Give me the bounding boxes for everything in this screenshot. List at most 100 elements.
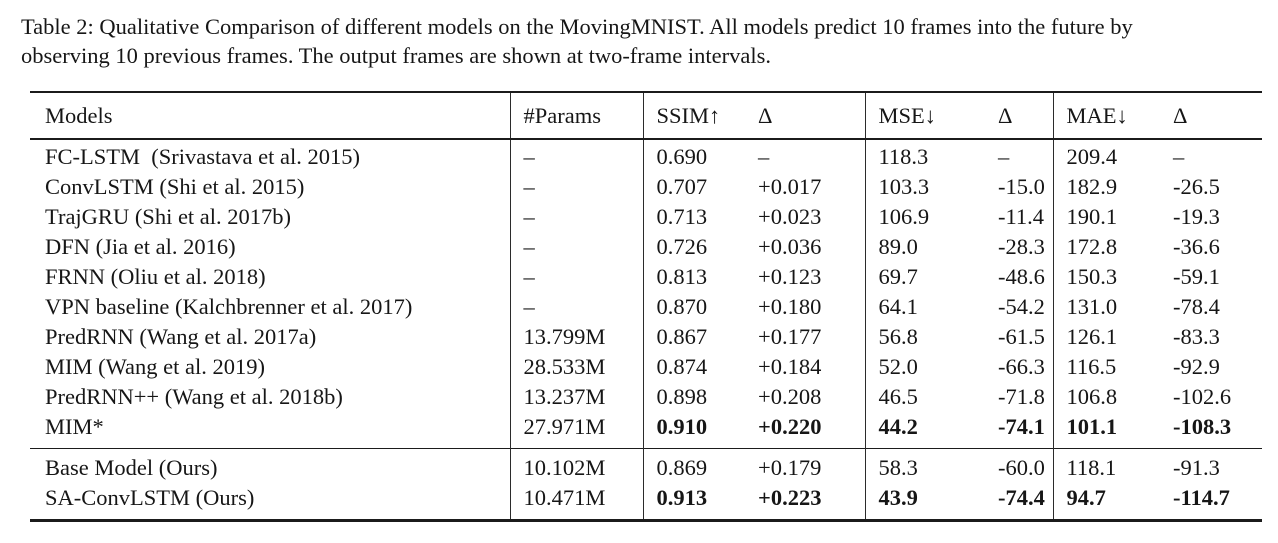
ssim-cell: 0.874 <box>642 352 745 382</box>
mse-delta-cell: -54.2 <box>998 294 1045 319</box>
table-row: DFN (Jia et al. 2016) –0.726 +0.036 89.0 -28… <box>30 232 1262 262</box>
table-row: TrajGRU (Shi et al. 2017b) –0.713 +0.023 10… <box>30 202 1262 232</box>
table-row: MIM* 27.971M 0.910 +0.220 44.2 -74.1 101.1 -108… <box>30 412 1262 449</box>
mse-delta-cell: -74.4 <box>998 485 1045 510</box>
params-cell: 28.533M <box>509 352 643 382</box>
mae-delta-cell: -114.7 <box>1173 485 1230 510</box>
mae-cell: 116.5 <box>1052 352 1160 382</box>
mae-delta-cell: -59.1 <box>1173 264 1220 289</box>
ssim-cell: 0.690 <box>642 139 745 172</box>
table-row: SA-ConvLSTM (Ours) 10.471M 0.913 +0.223 43.9… <box>30 483 1262 521</box>
table-body-ours: Base Model (Ours) 10.102M 0.869 +0.179 58.3-… <box>30 448 1262 521</box>
mse-delta-cell: -74.1 <box>998 414 1045 439</box>
params-cell: 13.799M <box>509 322 643 352</box>
col-header-models: Models <box>45 102 113 128</box>
mae-delta-cell: -83.3 <box>1173 324 1220 349</box>
model-name-cell: VPN baseline (Kalchbrenner et al. 2017) <box>45 294 413 319</box>
mse-cell: 58.3 <box>864 448 985 483</box>
mse-cell: 46.5 <box>864 382 985 412</box>
ssim-delta-cell: – <box>758 144 770 169</box>
col-header-ssim: SSIM↑ <box>642 92 745 139</box>
model-name-cell: ConvLSTM (Shi et al. 2015) <box>45 174 305 199</box>
header-row: Models #Params SSIM↑ Δ MSE↓ Δ MAE↓ Δ <box>30 92 1262 139</box>
table-row: PredRNN++ (Wang et al. 2018b) 13.237M 0.89… <box>30 382 1262 412</box>
ssim-delta-cell: +0.220 <box>758 414 822 439</box>
col-header-delta-mae: Δ <box>1173 102 1188 128</box>
col-header-mae: MAE↓ <box>1052 92 1160 139</box>
mse-cell: 52.0 <box>864 352 985 382</box>
ssim-delta-cell: +0.179 <box>758 455 822 480</box>
mae-cell: 172.8 <box>1052 232 1160 262</box>
table-row: FC-LSTM (Srivastava et al. 2015) –0.690–1… <box>30 139 1262 172</box>
mae-delta-cell: -92.9 <box>1173 354 1220 379</box>
model-name-cell: MIM* <box>45 414 104 439</box>
paper-page: Table 2: Qualitative Comparison of diffe… <box>0 12 1278 522</box>
mse-cell: 118.3 <box>864 139 985 172</box>
ssim-cell: 0.813 <box>642 262 745 292</box>
mse-delta-cell: -71.8 <box>998 384 1045 409</box>
mse-cell: 103.3 <box>864 172 985 202</box>
ssim-delta-cell: +0.184 <box>758 354 822 379</box>
mae-cell: 106.8 <box>1052 382 1160 412</box>
ssim-delta-cell: +0.208 <box>758 384 822 409</box>
ssim-delta-cell: +0.017 <box>758 174 822 199</box>
table-header: Models #Params SSIM↑ Δ MSE↓ Δ MAE↓ Δ <box>30 92 1262 139</box>
table-row: ConvLSTM (Shi et al. 2015) –0.707 +0.017 10… <box>30 172 1262 202</box>
mae-delta-cell: -26.5 <box>1173 174 1220 199</box>
mae-cell: 94.7 <box>1052 483 1160 521</box>
ssim-cell: 0.898 <box>642 382 745 412</box>
params-cell: – <box>509 232 643 262</box>
model-name-cell: PredRNN (Wang et al. 2017a) <box>45 324 317 349</box>
params-cell: – <box>509 172 643 202</box>
mse-delta-cell: -61.5 <box>998 324 1045 349</box>
params-cell: 27.971M <box>509 412 643 449</box>
params-cell: 13.237M <box>509 382 643 412</box>
params-cell: 10.102M <box>509 448 643 483</box>
ssim-delta-cell: +0.123 <box>758 264 822 289</box>
ssim-cell: 0.726 <box>642 232 745 262</box>
col-header-mse: MSE↓ <box>864 92 985 139</box>
ssim-delta-cell: +0.177 <box>758 324 822 349</box>
mse-delta-cell: -66.3 <box>998 354 1045 379</box>
mse-delta-cell: -11.4 <box>998 204 1045 229</box>
ssim-cell: 0.913 <box>642 483 745 521</box>
ssim-delta-cell: +0.036 <box>758 234 822 259</box>
mae-delta-cell: -36.6 <box>1173 234 1220 259</box>
ssim-cell: 0.910 <box>642 412 745 449</box>
mse-cell: 43.9 <box>864 483 985 521</box>
model-name-cell: MIM (Wang et al. 2019) <box>45 354 266 379</box>
mse-delta-cell: – <box>998 144 1010 169</box>
col-header-delta-ssim: Δ <box>758 102 773 128</box>
model-name-cell: PredRNN++ (Wang et al. 2018b) <box>45 384 343 409</box>
caption-line-1: Table 2: Qualitative Comparison of diffe… <box>21 14 1133 39</box>
mse-delta-cell: -15.0 <box>998 174 1045 199</box>
params-cell: – <box>509 262 643 292</box>
params-cell: – <box>509 139 643 172</box>
table-row: FRNN (Oliu et al. 2018) –0.813 +0.123 69.7-… <box>30 262 1262 292</box>
mae-cell: 150.3 <box>1052 262 1160 292</box>
ssim-cell: 0.870 <box>642 292 745 322</box>
mae-cell: 126.1 <box>1052 322 1160 352</box>
mse-delta-cell: -48.6 <box>998 264 1045 289</box>
mae-cell: 131.0 <box>1052 292 1160 322</box>
mae-cell: 118.1 <box>1052 448 1160 483</box>
mse-delta-cell: -28.3 <box>998 234 1045 259</box>
model-name-cell: SA-ConvLSTM (Ours) <box>45 485 255 510</box>
ssim-cell: 0.707 <box>642 172 745 202</box>
mae-delta-cell: -108.3 <box>1173 414 1232 439</box>
params-cell: – <box>509 292 643 322</box>
results-table: Models #Params SSIM↑ Δ MSE↓ Δ MAE↓ Δ FC-… <box>30 91 1262 522</box>
table-caption: Table 2: Qualitative Comparison of diffe… <box>21 12 1266 70</box>
model-name-cell: FRNN (Oliu et al. 2018) <box>45 264 266 289</box>
col-header-params: #Params <box>509 92 643 139</box>
mae-delta-cell: -78.4 <box>1173 294 1220 319</box>
mae-cell: 101.1 <box>1052 412 1160 449</box>
mae-delta-cell: -91.3 <box>1173 455 1220 480</box>
model-name-cell: Base Model (Ours) <box>45 455 218 480</box>
table-row: VPN baseline (Kalchbrenner et al. 2017) –… <box>30 292 1262 322</box>
mae-delta-cell: -102.6 <box>1173 384 1232 409</box>
ssim-cell: 0.713 <box>642 202 745 232</box>
ssim-delta-cell: +0.023 <box>758 204 822 229</box>
table-row: MIM (Wang et al. 2019) 28.533M 0.874 +0.184… <box>30 352 1262 382</box>
mae-cell: 209.4 <box>1052 139 1160 172</box>
